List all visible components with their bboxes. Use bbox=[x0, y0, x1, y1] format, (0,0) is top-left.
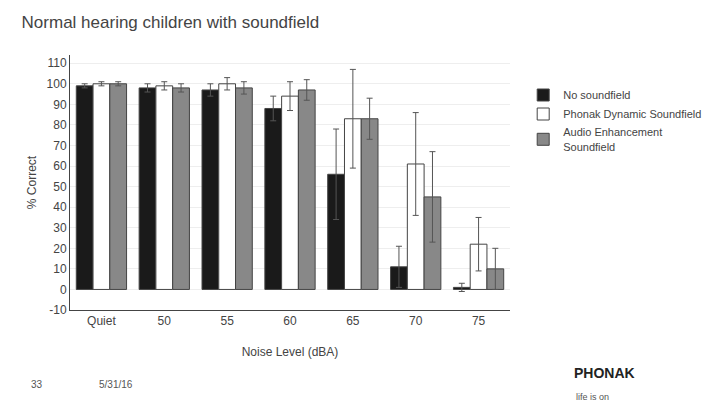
svg-text:70: 70 bbox=[409, 314, 423, 328]
svg-text:% Correct: % Correct bbox=[25, 155, 39, 209]
svg-text:20: 20 bbox=[53, 242, 67, 256]
svg-text:40: 40 bbox=[53, 200, 67, 214]
svg-text:30: 30 bbox=[53, 221, 67, 235]
svg-text:PHONAK: PHONAK bbox=[574, 365, 635, 381]
svg-text:Audio EnhancementSoundfield: Audio EnhancementSoundfield bbox=[563, 126, 662, 152]
svg-text:No soundfield: No soundfield bbox=[563, 89, 630, 101]
svg-text:55: 55 bbox=[220, 314, 234, 328]
svg-text:10: 10 bbox=[53, 262, 67, 276]
svg-text:50: 50 bbox=[53, 180, 67, 194]
svg-text:100: 100 bbox=[47, 77, 67, 91]
svg-text:75: 75 bbox=[472, 314, 486, 328]
svg-text:110: 110 bbox=[47, 56, 66, 70]
svg-text:60: 60 bbox=[53, 159, 67, 173]
svg-text:Quiet: Quiet bbox=[87, 314, 116, 328]
svg-text:70: 70 bbox=[53, 139, 67, 153]
svg-text:Phonak Dynamic Soundfield: Phonak Dynamic Soundfield bbox=[563, 108, 701, 120]
svg-text:33: 33 bbox=[31, 379, 43, 390]
svg-text:90: 90 bbox=[53, 98, 67, 112]
svg-text:60: 60 bbox=[283, 314, 297, 328]
svg-text:65: 65 bbox=[346, 314, 360, 328]
svg-text:-10: -10 bbox=[49, 303, 67, 317]
svg-text:80: 80 bbox=[53, 118, 67, 132]
svg-text:Noise Level (dBA): Noise Level (dBA) bbox=[242, 345, 339, 359]
svg-text:0: 0 bbox=[60, 283, 67, 297]
svg-text:Normal hearing children with s: Normal hearing children with soundfield bbox=[22, 13, 320, 32]
svg-text:5/31/16: 5/31/16 bbox=[99, 379, 133, 390]
svg-text:life is on: life is on bbox=[576, 392, 609, 402]
svg-text:50: 50 bbox=[158, 314, 172, 328]
